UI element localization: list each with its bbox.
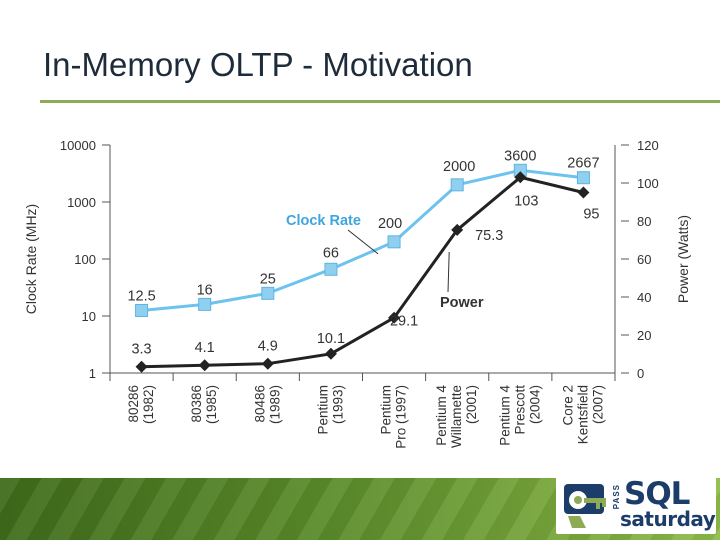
power-point bbox=[261, 357, 274, 370]
power-value-label: 95 bbox=[583, 207, 599, 223]
clock-rate-point bbox=[324, 262, 338, 276]
left-tick-label: 100 bbox=[74, 252, 96, 267]
x-category-label: Pro (1997) bbox=[394, 385, 409, 449]
x-category-label: Pentium bbox=[315, 385, 330, 435]
power-line bbox=[141, 175, 584, 369]
x-category-label: (1993) bbox=[330, 385, 345, 424]
power-point bbox=[514, 171, 527, 184]
clock-rate-point bbox=[198, 297, 212, 311]
logo-pass-text: PASS bbox=[612, 484, 621, 510]
power-point bbox=[198, 359, 211, 372]
power-value-label: 4.9 bbox=[258, 339, 278, 355]
left-tick-label: 10000 bbox=[60, 138, 96, 153]
right-tick-label: 0 bbox=[637, 366, 644, 381]
title-divider bbox=[40, 100, 720, 103]
clock-rate-value-label: 66 bbox=[323, 245, 339, 261]
power-value-label: 75.3 bbox=[475, 228, 503, 244]
clock-rate-value-label: 16 bbox=[197, 282, 213, 298]
x-category-label: Willamette bbox=[449, 385, 464, 448]
x-category-label: (2007) bbox=[590, 385, 605, 424]
clock-rate-point bbox=[261, 286, 275, 300]
x-category-label: Prescott bbox=[512, 385, 527, 435]
power-point bbox=[324, 347, 337, 360]
clock-rate-point bbox=[135, 303, 149, 317]
clock-rate-series-label: Clock Rate bbox=[286, 213, 361, 229]
power-value-label: 4.1 bbox=[195, 340, 215, 356]
right-tick-label: 120 bbox=[637, 138, 659, 153]
x-category-label: (1989) bbox=[267, 385, 282, 424]
x-category-label: (1982) bbox=[141, 385, 156, 424]
right-axis-title: Power (Watts) bbox=[675, 215, 691, 303]
clock-rate-value-label: 12.5 bbox=[127, 288, 155, 304]
power-leader-line bbox=[447, 251, 450, 293]
x-category-label: (2001) bbox=[464, 385, 479, 424]
clock-rate-point bbox=[450, 178, 464, 192]
x-category-label: Pentium 4 bbox=[434, 385, 449, 446]
power-value-label: 103 bbox=[514, 193, 538, 209]
clock-rate-leader-line bbox=[347, 229, 379, 255]
x-category-label: (1985) bbox=[204, 385, 219, 424]
logo-saturday-text: saturday bbox=[620, 507, 716, 531]
right-tick-label: 100 bbox=[637, 176, 659, 191]
right-tick-label: 80 bbox=[637, 214, 651, 229]
x-category-label: Kentsfield bbox=[575, 385, 590, 444]
clock-rate-point bbox=[576, 171, 590, 185]
power-value-label: 10.1 bbox=[317, 331, 345, 347]
clock-rate-line bbox=[141, 168, 584, 312]
power-series-label: Power bbox=[440, 295, 484, 311]
key-icon bbox=[564, 484, 606, 528]
clock-rate-value-label: 25 bbox=[260, 271, 276, 287]
clock-rate-value-label: 2000 bbox=[443, 159, 475, 175]
power-point bbox=[451, 223, 464, 236]
power-point bbox=[388, 311, 401, 324]
power-value-label: 3.3 bbox=[131, 342, 151, 358]
clock-rate-value-label: 2667 bbox=[567, 156, 599, 172]
x-category-label: Pentium 4 bbox=[497, 385, 512, 446]
left-tick-label: 1 bbox=[89, 366, 96, 381]
clock-rate-point bbox=[387, 235, 401, 249]
x-category-label: 80286 bbox=[126, 385, 141, 423]
power-point bbox=[135, 360, 148, 373]
left-axis-title: Clock Rate (MHz) bbox=[23, 204, 39, 314]
power-point bbox=[577, 186, 590, 199]
x-category-label: Pentium bbox=[379, 385, 394, 435]
slide-title: In-Memory OLTP - Motivation bbox=[43, 46, 473, 83]
x-category-label: (2004) bbox=[527, 385, 542, 424]
clock-rate-value-label: 3600 bbox=[504, 148, 536, 164]
right-tick-label: 40 bbox=[637, 290, 651, 305]
right-tick-label: 20 bbox=[637, 328, 651, 343]
right-tick-label: 60 bbox=[637, 252, 651, 267]
sql-saturday-logo: PASS SQL saturday bbox=[556, 476, 716, 534]
left-tick-label: 10 bbox=[82, 309, 96, 324]
x-category-label: Core 2 bbox=[560, 385, 575, 426]
x-category-label: 80486 bbox=[252, 385, 267, 423]
logo-sql-text: SQL bbox=[624, 476, 690, 512]
power-value-label: 29.1 bbox=[390, 314, 418, 330]
x-category-label: 80386 bbox=[189, 385, 204, 423]
clock-rate-value-label: 200 bbox=[378, 216, 402, 232]
left-tick-label: 1000 bbox=[67, 195, 96, 210]
